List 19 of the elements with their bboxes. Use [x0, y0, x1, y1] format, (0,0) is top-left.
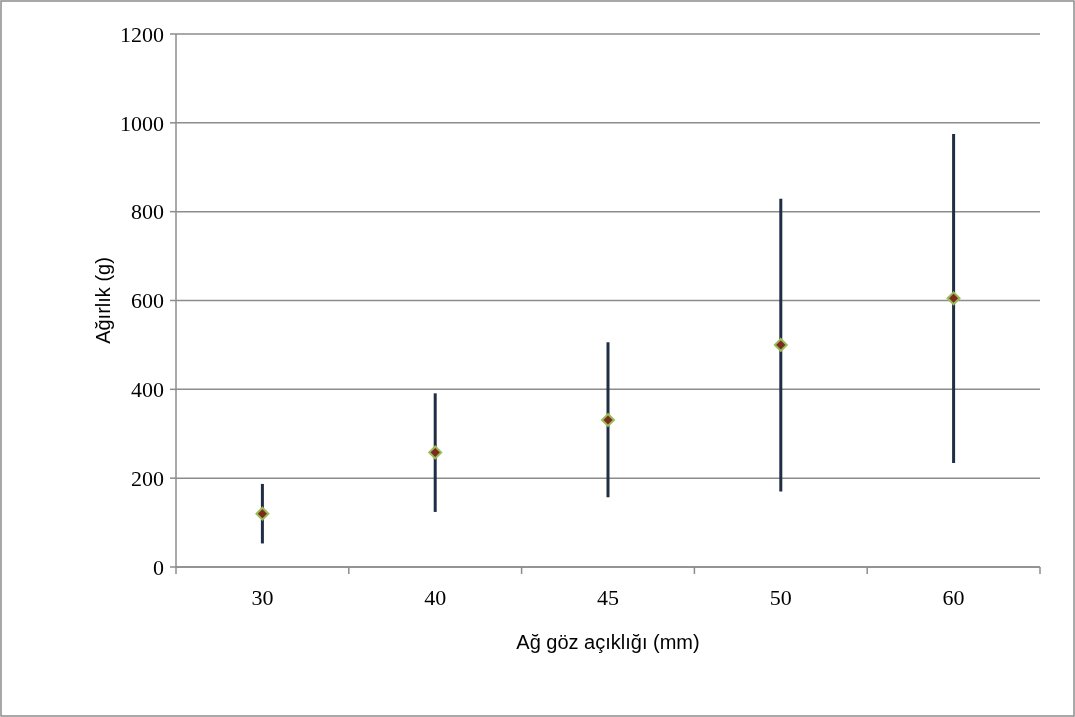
- point: [946, 291, 961, 306]
- y-tick-label: 1200: [120, 21, 164, 47]
- y-tick-label: 400: [131, 377, 164, 403]
- point: [428, 445, 443, 460]
- y-axis-title: Ağırlık (g): [92, 257, 114, 344]
- y-tick-label: 200: [131, 465, 164, 491]
- x-tick-label: 30: [251, 585, 274, 610]
- y-tick-label: 0: [153, 554, 164, 580]
- y-tick-label: 600: [131, 288, 164, 314]
- y-tick-label: 800: [131, 199, 164, 225]
- x-axis-title: Ağ göz açıklığı (mm): [516, 631, 700, 653]
- x-tick-label: 40: [424, 585, 447, 610]
- point: [601, 413, 615, 427]
- x-tick-label: 60: [942, 585, 965, 610]
- x-tick-label: 50: [769, 585, 792, 610]
- point: [773, 337, 788, 352]
- y-tick-label: 1000: [120, 110, 164, 136]
- x-tick-label: 45: [597, 585, 619, 610]
- point: [255, 506, 270, 521]
